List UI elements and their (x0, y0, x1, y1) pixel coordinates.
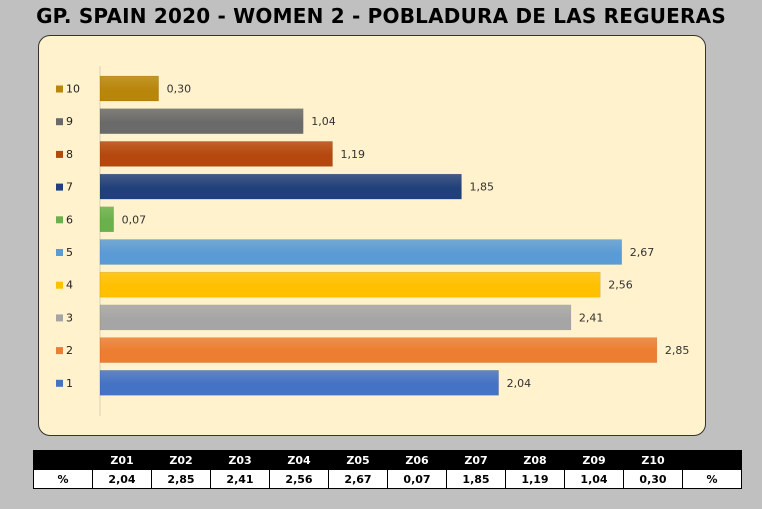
bar-8 (99, 141, 333, 167)
table-header-cell: Z05 (328, 450, 388, 470)
table-values-row: % 2,04 2,85 2,41 2,56 2,67 0,07 1,85 1,19 1,04 0,3… (33, 469, 742, 489)
bar-1 (99, 370, 499, 396)
legend-swatch-7 (56, 183, 63, 191)
legend-swatch-2 (56, 347, 63, 355)
data-label-2: 2,85 (665, 344, 690, 357)
table-header-cell: Z09 (564, 450, 624, 470)
legend-label-3: 3 (66, 311, 73, 324)
legend-swatch-4 (56, 281, 63, 289)
data-label-1: 2,04 (507, 377, 531, 390)
table-value-cell: 2,56 (269, 469, 329, 489)
table-value-cell: 1,85 (446, 469, 506, 489)
legend-swatch-5 (56, 249, 63, 256)
bar-chart: 10 0,30 9 1,04 8 1,19 7 1,85 6 0,07 5 2,67 4 2,56 3 2,4… (56, 66, 690, 416)
legend-swatch-1 (56, 379, 63, 387)
table-header-cell: Z08 (505, 450, 565, 470)
bar-3 (99, 304, 572, 331)
bar-10 (99, 75, 159, 102)
table-value-cell: % (682, 469, 742, 489)
table-header-cell: Z03 (210, 450, 270, 470)
legend-label-1: 1 (66, 377, 73, 390)
data-label-3: 2,41 (579, 311, 604, 324)
table-header-cell: Z04 (269, 450, 329, 470)
table-value-cell: 2,85 (151, 469, 211, 489)
bar-7 (99, 173, 462, 200)
data-label-4: 2,56 (608, 279, 633, 292)
bar-6 (99, 206, 114, 233)
table-header-cell (33, 450, 93, 470)
table-header-cell: Z01 (92, 450, 152, 470)
table-value-cell: 2,04 (92, 469, 152, 489)
legend-label-8: 8 (66, 148, 73, 161)
table-header-cell: Z07 (446, 450, 506, 470)
legend-label-10: 10 (66, 83, 80, 96)
table-header-cell: Z10 (623, 450, 683, 470)
table-value-cell: % (33, 469, 93, 489)
chart-title: GP. SPAIN 2020 - WOMEN 2 - POBLADURA DE … (36, 4, 726, 28)
legend-label-7: 7 (66, 181, 73, 194)
table-header-cell: Z06 (387, 450, 447, 470)
bar-4 (99, 271, 601, 298)
legend-swatch-8 (56, 150, 63, 158)
table-value-cell: 0,07 (387, 469, 447, 489)
bar-9 (99, 108, 304, 134)
legend-swatch-3 (56, 314, 63, 322)
legend-label-6: 6 (66, 213, 73, 226)
legend-swatch-6 (56, 216, 63, 224)
table-value-cell: 1,19 (505, 469, 565, 489)
bar-5 (99, 239, 622, 265)
legend-swatch-10 (56, 85, 63, 93)
table-value-cell: 1,04 (564, 469, 624, 489)
data-label-9: 1,04 (311, 115, 336, 128)
table-header-cell: Z02 (151, 450, 211, 470)
legend-label-5: 5 (66, 246, 73, 259)
data-label-10: 0,30 (167, 83, 192, 96)
data-label-7: 1,85 (469, 181, 494, 194)
plot-area: 10 0,30 9 1,04 8 1,19 7 1,85 6 0,07 5 2,67 4 2,56 3 2,4… (38, 35, 706, 436)
bar-2 (99, 337, 658, 363)
legend-swatch-9 (56, 118, 63, 126)
legend-label-2: 2 (66, 344, 73, 357)
table-header-cell (682, 450, 742, 470)
data-label-8: 1,19 (341, 148, 366, 161)
table-value-cell: 0,30 (623, 469, 683, 489)
legend-label-4: 4 (66, 279, 73, 292)
values-table: Z01 Z02 Z03 Z04 Z05 Z06 Z07 Z08 Z09 Z10 % 2,04 2,85… (33, 450, 742, 489)
table-header-row: Z01 Z02 Z03 Z04 Z05 Z06 Z07 Z08 Z09 Z10 (33, 450, 742, 470)
data-label-5: 2,67 (630, 246, 655, 259)
data-label-6: 0,07 (122, 213, 147, 226)
table-value-cell: 2,41 (210, 469, 270, 489)
legend-label-9: 9 (66, 115, 73, 128)
table-value-cell: 2,67 (328, 469, 388, 489)
